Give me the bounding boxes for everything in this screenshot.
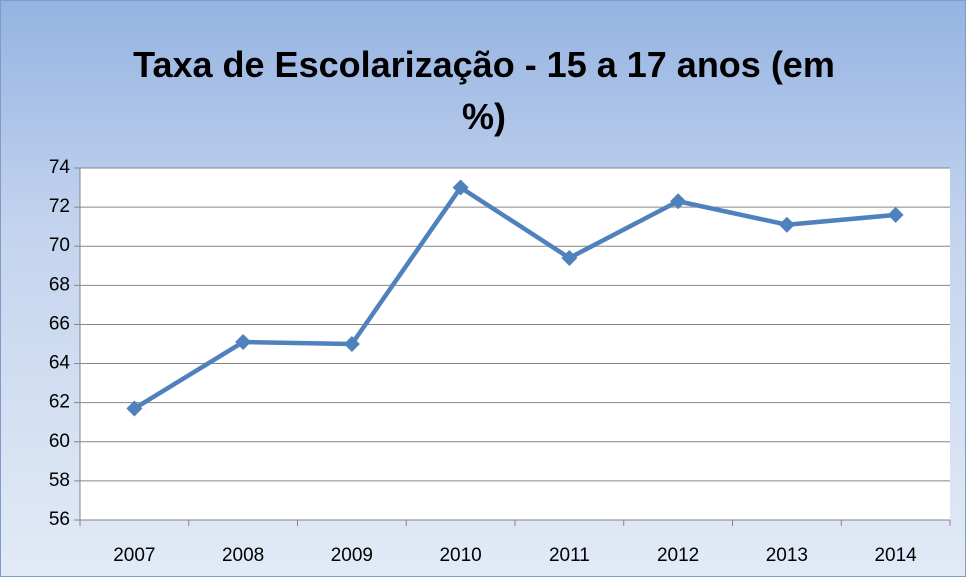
x-tick-label: 2012 (657, 545, 699, 566)
y-tick-label: 68 (49, 274, 70, 295)
data-point (235, 334, 252, 351)
data-point (887, 206, 904, 223)
y-tick-label: 60 (49, 431, 70, 452)
x-tick-label: 2014 (874, 545, 917, 566)
y-tick-label: 74 (49, 157, 71, 178)
data-point (670, 193, 687, 210)
x-tick-label: 2009 (331, 545, 373, 566)
y-tick-label: 58 (49, 470, 70, 491)
data-point (561, 249, 578, 266)
y-tick-label: 62 (49, 392, 70, 413)
data-point (452, 179, 469, 196)
data-point (126, 400, 143, 417)
x-tick-label: 2010 (439, 545, 481, 566)
data-point (343, 336, 360, 352)
plot-area (80, 168, 950, 520)
x-tick-label: 2007 (113, 545, 155, 566)
y-tick-label: 72 (49, 196, 70, 217)
x-tick-label: 2013 (766, 545, 808, 566)
chart-title: Taxa de Escolarização - 15 a 17 anos (em… (133, 44, 835, 137)
y-tick-label: 64 (49, 353, 71, 374)
x-tick-label: 2011 (549, 545, 590, 566)
y-tick-label: 66 (49, 313, 70, 334)
y-tick-label: 70 (49, 235, 70, 256)
data-point (778, 216, 795, 233)
y-tick-label: 56 (49, 509, 70, 530)
series-line (133, 185, 896, 411)
x-tick-label: 2008 (222, 545, 264, 566)
